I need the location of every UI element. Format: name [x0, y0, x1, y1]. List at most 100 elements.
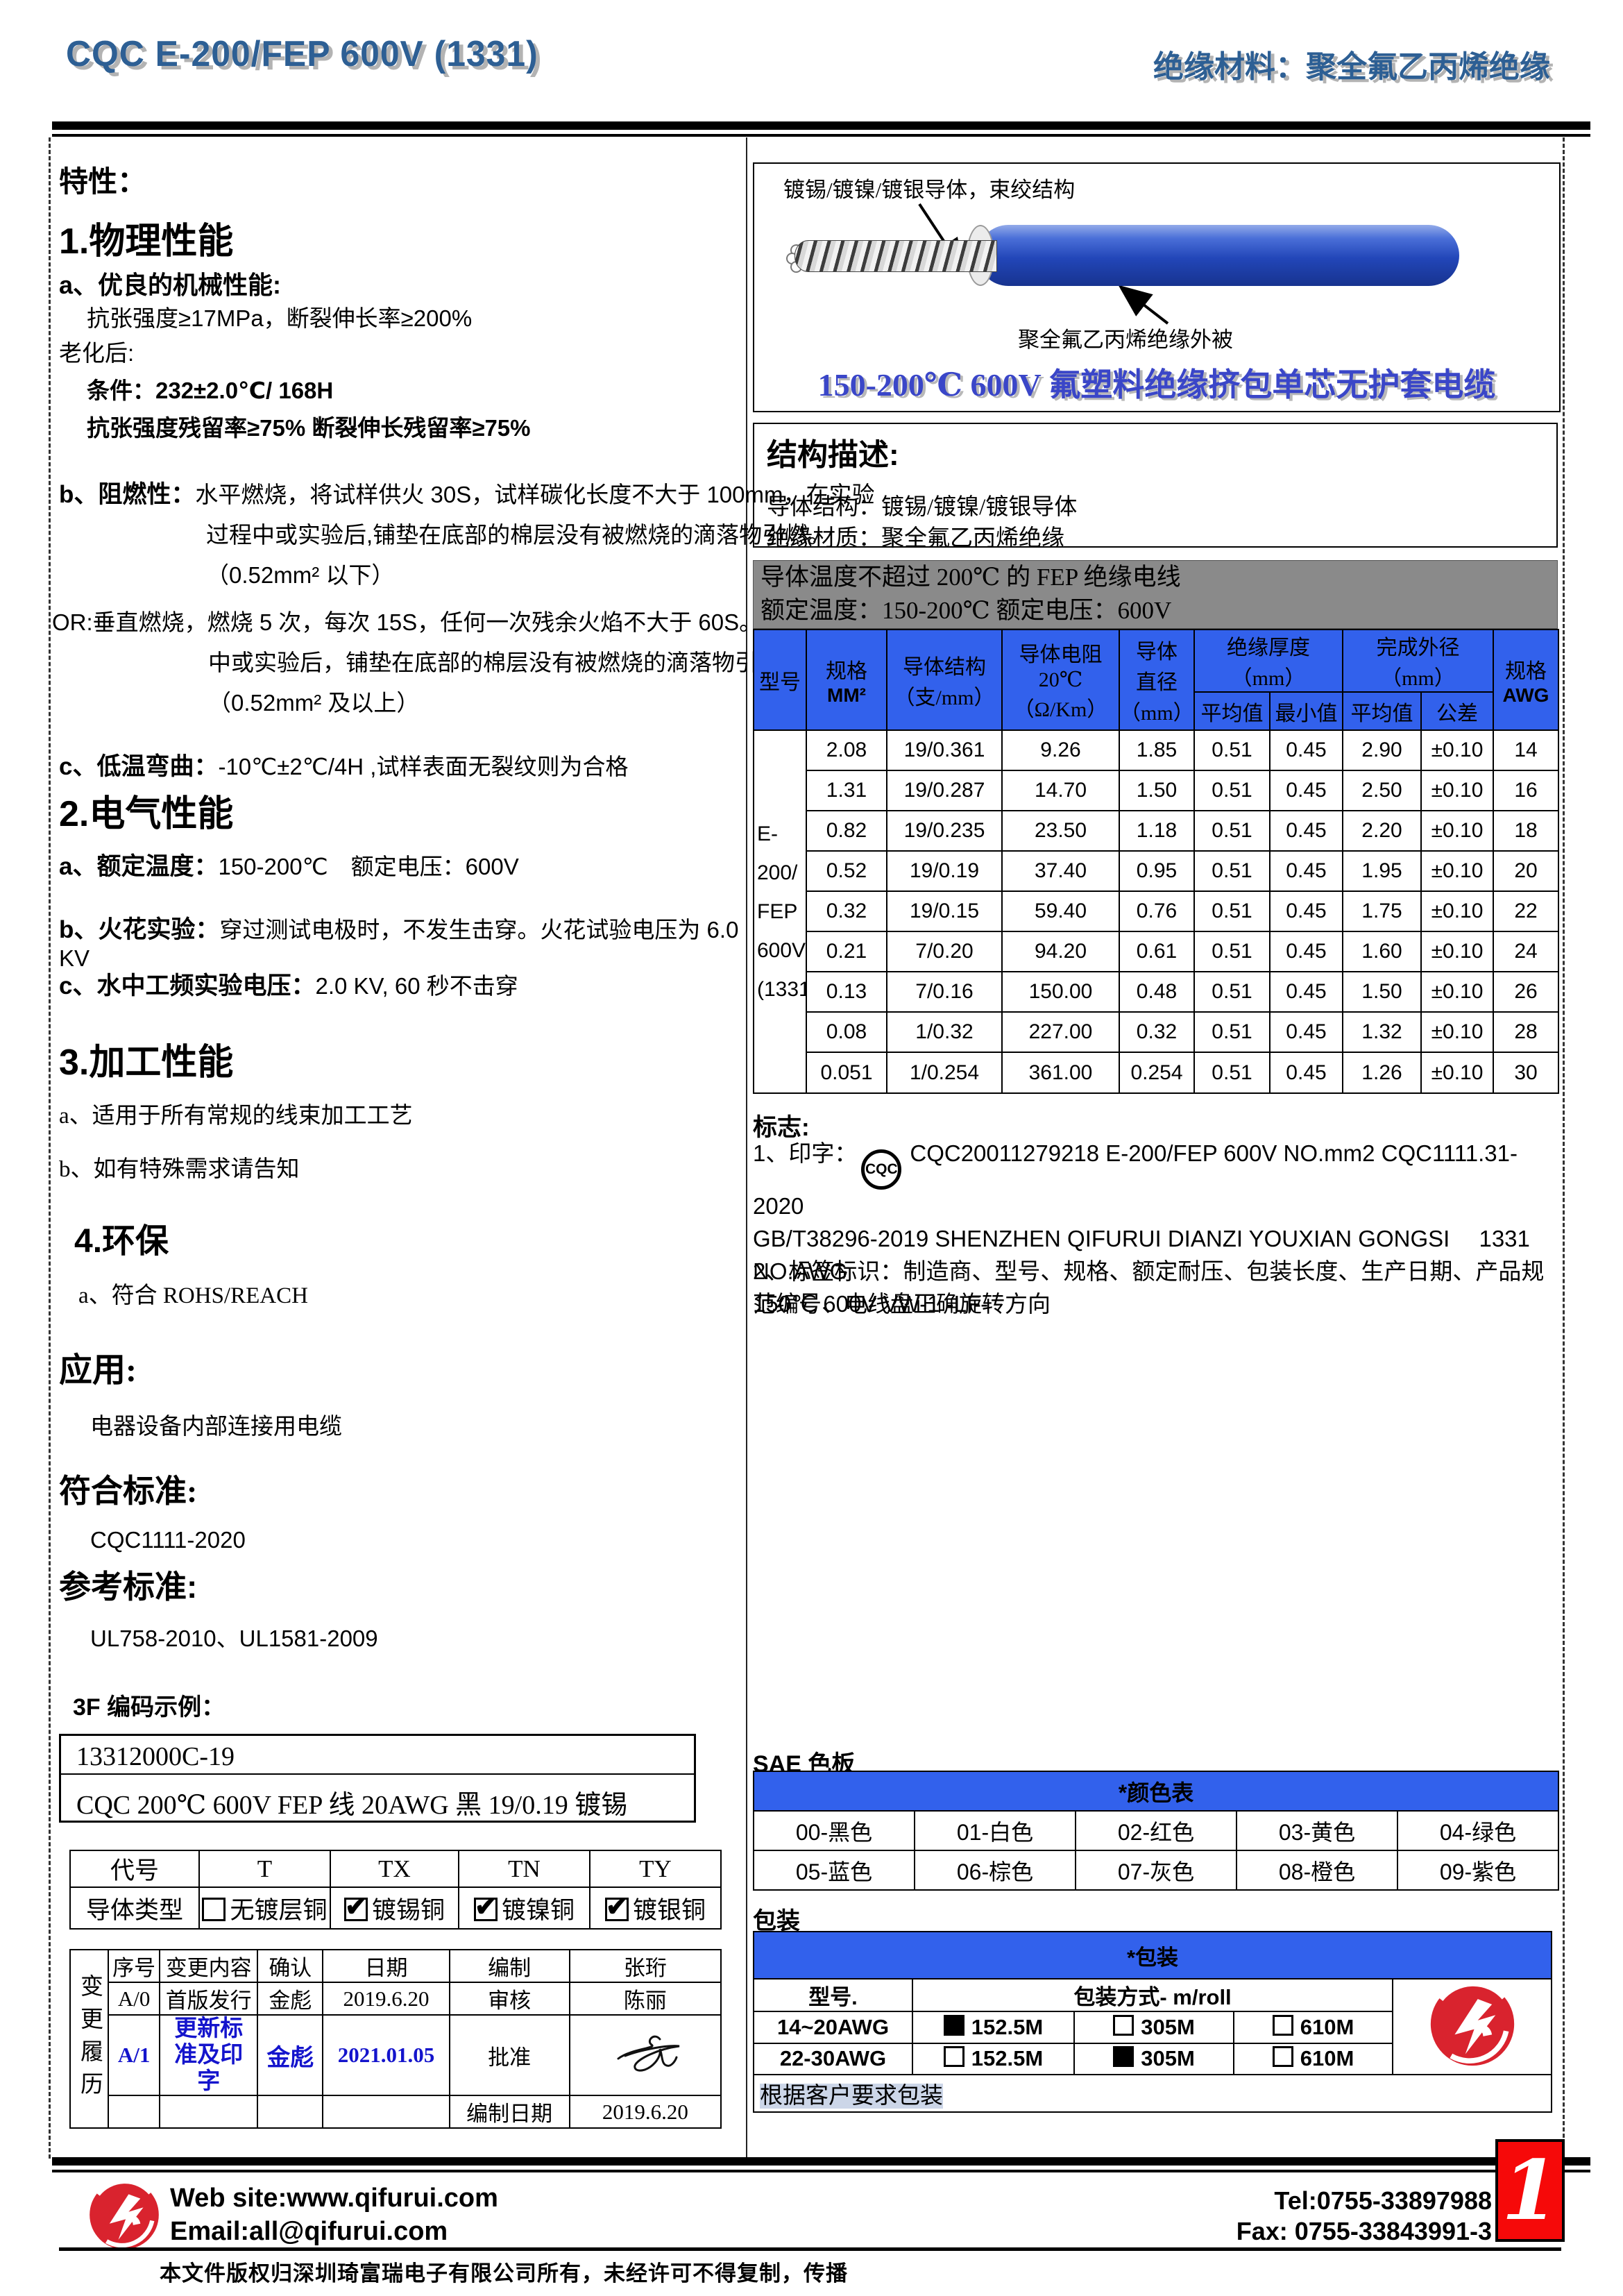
page-subtitle: 绝缘材料：聚全氟乙丙烯绝缘 — [1153, 50, 1550, 84]
cell: 0.45 — [1269, 810, 1343, 852]
physical-c-text: -10℃±2℃/4H ,试样表面无裂纹则为合格 — [218, 754, 629, 779]
structure-line1: 导体结构：镀锡/镀镍/镀银导体 — [767, 495, 1078, 520]
color-cell: 08-橙色 — [1236, 1850, 1398, 1891]
cable-illustration: 镀锡/镀镍/镀银导体，束绞结构 聚全氟乙丙烯绝缘外被 150-200℃ 600V… — [753, 162, 1561, 412]
rev-made-label: 编制 — [448, 1949, 570, 1983]
cell: 2.50 — [1342, 770, 1422, 811]
cell: 26 — [1493, 971, 1559, 1013]
conductor-callout-label: 镀锡/镀镍/镀银导体，束绞结构 — [783, 178, 1076, 202]
cable-title: 150-200℃ 600V 氟塑料绝缘挤包单芯无护套电缆 — [817, 367, 1496, 403]
rev-made-date: 2019.6.20 — [568, 2095, 722, 2129]
structure-line2: 绝缘材质：聚全氟乙丙烯绝缘 — [767, 526, 1064, 551]
cell: 0.45 — [1269, 729, 1343, 771]
table-row: 0.051 1/0.254 361.00 0.254 0.51 0.45 1.26 ±0.10… — [754, 1052, 1559, 1094]
cell: 0.45 — [1269, 770, 1343, 811]
cell: 0.08 — [806, 1011, 887, 1053]
jacket-arrow-icon — [1118, 285, 1169, 325]
cell: 150.00 — [1001, 971, 1120, 1013]
processing-heading: 3.加工性能 — [59, 1043, 234, 1083]
cqc-logo-icon: CQC — [861, 1149, 902, 1190]
col-thickness-line1: 绝缘厚度 — [1227, 636, 1310, 659]
cell: 22 — [1493, 890, 1559, 932]
application-text: 电器设备内部连接用电缆 — [90, 1415, 342, 1440]
cell: 0.82 — [806, 810, 887, 852]
col-structure-line2: （支/mm） — [894, 686, 995, 709]
environment-a: a、符合 ROHS/REACH — [78, 1283, 308, 1308]
marks-print-line1: CQC20011279218 E-200/FEP 600V NO.mm2 CQC… — [753, 1140, 1518, 1219]
rev-a1-confirm: 金彪 — [257, 2014, 324, 2096]
cell: 37.40 — [1001, 850, 1120, 892]
cell: 2.90 — [1342, 729, 1422, 771]
conductor-option-tinned: 镀锡铜 — [330, 1886, 459, 1930]
cell: 0.45 — [1269, 931, 1343, 972]
physical-or-paragraph: OR:垂直燃烧，燃烧 5 次，每次 15S，任何一次残余火焰不大于 60S。在实… — [52, 609, 877, 716]
col-model: 型号 — [753, 629, 807, 731]
page-number: 1 — [1501, 2142, 1559, 2238]
footer-rule-thick — [52, 2157, 1590, 2166]
revision-side-label-text: 变更履历 — [76, 1973, 102, 2104]
col-od-line1: 完成外径 — [1376, 636, 1460, 659]
rev-empty — [322, 2095, 450, 2129]
conductor-option-bare: 无镀层铜 — [198, 1886, 331, 1930]
marks-print-line3: 150℃ 600V VW-1 -LF- — [753, 1290, 989, 1317]
electrical-a-lead: a、额定温度： — [59, 853, 219, 880]
cell: 14.70 — [1001, 770, 1120, 811]
table-row: 0.82 19/0.235 23.50 1.18 0.51 0.45 2.20 ±0.10 18 — [754, 810, 1559, 852]
structure-description-box: 结构描述: 导体结构：镀锡/镀镍/镀银导体 绝缘材质：聚全氟乙丙烯绝缘 — [753, 423, 1558, 551]
coding-code: 13312000C-19 — [61, 1736, 694, 1775]
code-ty: TY — [589, 1850, 722, 1888]
cell: 0.76 — [1119, 890, 1195, 932]
cell: 9.26 — [1001, 729, 1120, 771]
cell: 7/0.16 — [886, 971, 1003, 1013]
cell: 1.85 — [1119, 729, 1195, 771]
pack-row-model: 14~20AWG — [753, 2011, 913, 2044]
col-od-tol: 公差 — [1420, 691, 1494, 731]
rev-empty — [108, 2095, 161, 2129]
pack-method-header: 包装方式- m/roll — [912, 1977, 1393, 2013]
cell: 18 — [1493, 810, 1559, 852]
conductor-option-nickel: 镀镍铜 — [458, 1886, 590, 1930]
cable-jacket-graphic — [978, 225, 1459, 286]
signature-icon — [617, 2035, 680, 2072]
physical-c-lead: c、低温弯曲： — [59, 753, 219, 780]
electrical-b-lead: b、火花实验： — [59, 916, 220, 943]
color-cell: 02-红色 — [1075, 1810, 1237, 1851]
cell: 1.50 — [1342, 971, 1422, 1013]
col-od-line2: （mm） — [1381, 667, 1455, 690]
model-line: (1331) — [757, 977, 805, 1001]
physical-c-line: c、低温弯曲：-10℃±2℃/4H ,试样表面无裂纹则为合格 — [59, 747, 742, 782]
color-cell: 00-黑色 — [753, 1810, 915, 1851]
conductor-option-label: 镀银铜 — [632, 1896, 706, 1924]
marks-heading: 标志: — [753, 1114, 810, 1141]
col-diameter-line3: （mm） — [1120, 701, 1194, 725]
rev-a0-seq: A/0 — [108, 1982, 161, 2016]
coding-example-box: 13312000C-19 CQC 200℃ 600V FEP 线 20AWG 黑… — [59, 1734, 696, 1823]
coding-heading: 3F 编码示例： — [73, 1694, 226, 1721]
cell: 0.95 — [1119, 850, 1195, 892]
cell: ±0.10 — [1420, 1052, 1494, 1094]
pack-row-model: 22-30AWG — [753, 2042, 913, 2076]
col-thickness-avg: 平均值 — [1193, 691, 1271, 731]
table-row: E-200/ FEP 600V (1331) 2.0819/0.3619.261… — [753, 729, 1559, 1094]
processing-a: a、适用于所有常规的线束加工工艺 — [59, 1104, 413, 1129]
col-awg-line1: 规格 — [1505, 659, 1547, 683]
pack-opt: 610M — [1233, 2042, 1393, 2076]
features-title: 特性： — [59, 165, 147, 198]
cell: ±0.10 — [1420, 931, 1494, 972]
cell: 0.21 — [806, 931, 887, 972]
pack-opt-label: 152.5M — [971, 2046, 1044, 2071]
rev-empty — [257, 2095, 324, 2129]
page-title: CQC E-200/FEP 600V (1331) — [66, 34, 538, 74]
specification-table: 型号 规格 MM² 导体结构 （支/mm） 导体电阻 20℃ （Ω/Km） 导体 直径 （m… — [753, 629, 1559, 1094]
pack-opt-label: 610M — [1300, 2014, 1354, 2039]
color-cell: 09-紫色 — [1397, 1850, 1559, 1891]
footer-fax: Fax: 0755-33843991-3 — [1236, 2217, 1492, 2245]
footer-tel: Tel:0755-33897988 — [1274, 2186, 1492, 2215]
rev-a0-content: 首版发行 — [159, 1982, 259, 2016]
cell: 0.51 — [1193, 1011, 1271, 1053]
conductor-option-label: 镀镍铜 — [501, 1896, 575, 1924]
reference-text: UL758-2010、UL1581-2009 — [90, 1626, 378, 1651]
structure-heading: 结构描述: — [767, 438, 899, 472]
conductor-option-label: 镀锡铜 — [371, 1896, 445, 1924]
cell: 19/0.287 — [886, 770, 1003, 811]
